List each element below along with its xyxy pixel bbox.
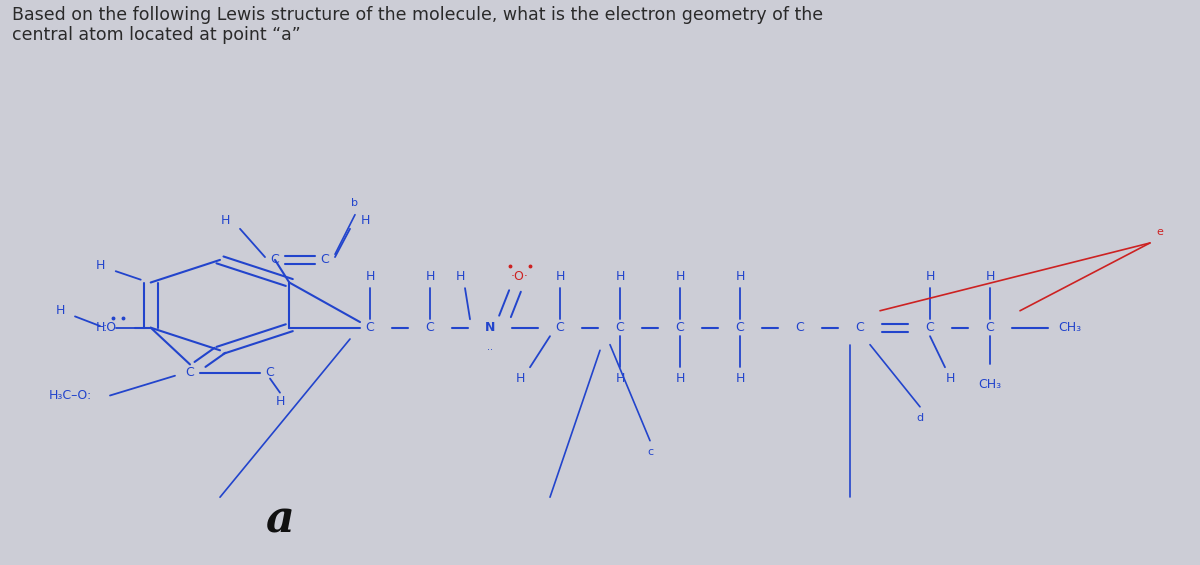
Text: C: C: [366, 321, 374, 334]
Text: d: d: [917, 413, 924, 423]
Text: H: H: [515, 372, 524, 385]
Text: CH₃: CH₃: [978, 377, 1002, 391]
Text: H: H: [946, 372, 955, 385]
Text: H: H: [425, 270, 434, 284]
Text: c: c: [647, 447, 653, 457]
Text: b: b: [352, 198, 359, 208]
Text: H: H: [556, 270, 565, 284]
Text: H: H: [96, 259, 106, 272]
Text: H: H: [925, 270, 935, 284]
Text: C: C: [925, 321, 935, 334]
Text: C: C: [616, 321, 624, 334]
Text: ·O·: ·O·: [511, 270, 529, 284]
Text: C: C: [796, 321, 804, 334]
Text: H: H: [736, 372, 745, 385]
Text: H: H: [616, 270, 625, 284]
Text: H: H: [221, 214, 229, 227]
Text: H: H: [96, 321, 106, 334]
Text: H: H: [360, 214, 370, 227]
Text: H: H: [676, 270, 685, 284]
Text: H: H: [365, 270, 374, 284]
Text: C: C: [186, 366, 194, 380]
Text: C: C: [265, 366, 275, 380]
Text: H: H: [455, 270, 464, 284]
Text: C: C: [556, 321, 564, 334]
Text: H: H: [275, 394, 284, 408]
Text: Based on the following Lewis structure of the molecule, what is the electron geo: Based on the following Lewis structure o…: [12, 6, 823, 45]
Text: e: e: [1157, 227, 1164, 237]
Text: C: C: [736, 321, 744, 334]
Text: H: H: [736, 270, 745, 284]
Text: C: C: [985, 321, 995, 334]
Text: H₃C–O:: H₃C–O:: [48, 389, 91, 402]
Text: H: H: [616, 372, 625, 385]
Text: ..: ..: [487, 342, 493, 353]
Text: C: C: [426, 321, 434, 334]
Text: C: C: [856, 321, 864, 334]
Text: C: C: [271, 253, 280, 267]
Text: H: H: [55, 304, 65, 318]
Text: H: H: [985, 270, 995, 284]
Text: N: N: [485, 321, 496, 334]
Text: C: C: [676, 321, 684, 334]
Text: C: C: [320, 253, 329, 267]
Text: CH₃: CH₃: [1058, 321, 1081, 334]
Text: a: a: [265, 498, 294, 541]
Text: H: H: [676, 372, 685, 385]
Text: :O: :O: [103, 321, 118, 334]
